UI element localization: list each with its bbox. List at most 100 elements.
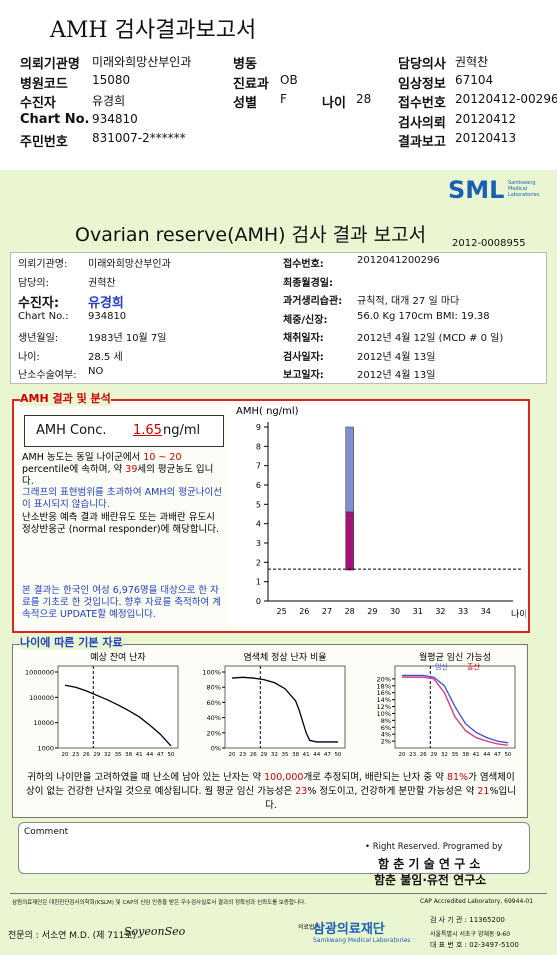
- analysis-paragraph: AMH 농도는 동일 나이군에서 10 ~ 20 percentile에 속하며…: [22, 452, 222, 488]
- org-type: 의료법인: [298, 924, 321, 931]
- x-tick-label: 26: [83, 752, 90, 758]
- text-segment: 개로 추정되며, 배란되는 난자 중 약: [303, 772, 447, 783]
- plot-frame: [224, 665, 346, 749]
- report-number: 2012-0008955: [452, 238, 526, 249]
- text-segment: %입니다.: [265, 786, 516, 811]
- y-tick-label: 2%: [381, 738, 391, 746]
- patient-label: 수진자:: [18, 296, 60, 311]
- patient-label: 생년월일:: [18, 333, 59, 344]
- x-tick-label: 31: [413, 607, 423, 616]
- signature: SoyeonSeo: [124, 925, 186, 938]
- y-tick-label: 16%: [377, 689, 391, 697]
- patient-value: 규칙적, 대개 27 일 마다: [357, 296, 460, 307]
- x-axis-label: 나이: [511, 609, 526, 620]
- x-tick-label: 44: [146, 752, 153, 758]
- x-tick-label: 44: [483, 752, 490, 758]
- info-label: 병원코드: [20, 76, 68, 92]
- x-tick-label: 47: [494, 752, 501, 758]
- y-tick-label: 1000000: [25, 669, 54, 677]
- patient-value: 미래와희망산부인과: [88, 259, 171, 270]
- info-value: 934810: [92, 111, 138, 126]
- info-value: 67104: [455, 72, 494, 87]
- summary: 귀하의 나이만을 고려하였을 때 난소에 남아 있는 난자는 약 100,000…: [26, 771, 516, 813]
- plot-frame: [57, 665, 179, 749]
- patient-label: 채취일자:: [283, 333, 324, 344]
- y-tick-label: 14%: [377, 696, 391, 704]
- footer-note: 삼원의료재단은 대한진단검사의학회(KSLM) 및 CAP의 신임 인증을 받은…: [12, 900, 306, 906]
- series-line: [402, 674, 509, 744]
- report-title: Ovarian reserve(AMH) 검사 결과 보고서: [75, 224, 427, 246]
- patient-value: 28.5 세: [88, 351, 123, 363]
- y-tick-label: 80%: [207, 684, 221, 692]
- patient-value: 2012041200296: [357, 255, 440, 266]
- x-tick-label: 44: [313, 752, 320, 758]
- conc-unit: ng/ml: [163, 423, 201, 438]
- info-value: 20120412-00296: [455, 92, 557, 107]
- chart-title: 염색체 정상 난자 비율: [243, 652, 326, 663]
- chart-title: 예상 잔여 난자: [90, 651, 146, 663]
- patient-value: 2012년 4월 13일: [357, 370, 436, 381]
- info-value: 20120413: [455, 131, 517, 146]
- x-tick-label: 41: [136, 752, 143, 758]
- x-tick-label: 29: [367, 607, 377, 616]
- x-tick-label: 35: [452, 752, 459, 758]
- x-tick-label: 32: [271, 752, 278, 758]
- info-value: 831007-2******: [92, 131, 186, 146]
- patient-value: 2012년 4월 12일 (MCD # 0 일): [357, 333, 504, 344]
- mini-chart: 예상 잔여 난자 1000 10000 100000 1000000 20 23 26 29 32…: [25, 651, 179, 758]
- x-tick-label: 25: [277, 607, 287, 616]
- analysis-paragraph: 그래프의 표현범위를 초과하여 AMH의 평균나이선이 표시되지 않습니다.: [22, 487, 222, 511]
- patient-value: NO: [88, 366, 104, 377]
- y-tick-label: 18%: [377, 682, 391, 690]
- series-line: [402, 676, 509, 746]
- y-tick-label: 8%: [381, 717, 391, 725]
- x-tick-label: 38: [462, 752, 469, 758]
- y-tick-label: 10000: [33, 719, 54, 727]
- patient-label: 의뢰기관명:: [18, 259, 68, 270]
- y-tick-label: 1: [256, 578, 261, 587]
- y-tick-label: 60%: [207, 699, 221, 707]
- y-tick-label: 4%: [381, 731, 391, 739]
- info-label: 주민번호: [20, 135, 68, 151]
- y-tick-label: 4: [256, 520, 261, 529]
- text-segment: 귀하의 나이만을 고려하였을 때 난소에 남아 있는 난자는 약: [27, 772, 265, 783]
- patient-value: 1983년 10월 7일: [88, 333, 167, 344]
- patient-label: 최종월경일:: [283, 277, 333, 289]
- text-segment: 23: [295, 786, 308, 797]
- lab-name: 함 춘 기 술 연 구 소: [378, 857, 481, 871]
- x-tick-label: 29: [93, 752, 100, 758]
- section-heading: 나이에 따른 기본 자료: [20, 634, 123, 650]
- org: 삼광의료재단: [313, 922, 385, 937]
- patient-value: 2012년 4월 13일: [357, 351, 436, 363]
- x-tick-label: 26: [250, 752, 257, 758]
- analysis-paragraph: 난소반응 예측 결과 배란유도 또는 과배란 유도시 정상반응군 (normal…: [22, 512, 222, 536]
- section-heading: AMH 결과 및 분석: [20, 390, 111, 406]
- x-tick-label: 29: [260, 752, 267, 758]
- info-value: F: [280, 92, 287, 107]
- x-tick-label: 50: [504, 752, 511, 758]
- x-tick-label: 41: [473, 752, 480, 758]
- y-tick-label: 2: [256, 558, 261, 567]
- lab-name: 함춘 불임·유전 연구소: [374, 873, 487, 887]
- lab-no: 검 사 기 관 : 11365200: [430, 916, 505, 924]
- x-tick-label: 38: [125, 752, 132, 758]
- address: 서울특별시 서초구 양재동 9-60: [430, 931, 511, 938]
- text-segment: 그래프의 표현범위를 초과하여 AMH의 평균나이선이 표시되지 않습니다.: [22, 487, 222, 510]
- text-segment: percentile에 속하며, 약: [22, 464, 126, 475]
- y-tick-label: 100%: [202, 669, 221, 677]
- info-label: 진료과: [233, 76, 269, 92]
- x-tick-label: 29: [430, 752, 437, 758]
- rights: • Right Reserved. Programed by: [365, 842, 503, 852]
- y-tick-label: 6%: [381, 724, 391, 732]
- x-tick-label: 28: [345, 607, 355, 616]
- x-tick-label: 20: [62, 752, 69, 758]
- text-segment: 81%: [446, 772, 469, 783]
- patient-value: 934810: [88, 310, 127, 322]
- logo: SML: [448, 176, 505, 204]
- x-tick-label: 38: [292, 752, 299, 758]
- x-tick-label: 20: [229, 752, 236, 758]
- y-tick-label: 9: [256, 423, 261, 432]
- patient-box: [10, 252, 547, 384]
- y-tick-label: 5: [256, 500, 261, 509]
